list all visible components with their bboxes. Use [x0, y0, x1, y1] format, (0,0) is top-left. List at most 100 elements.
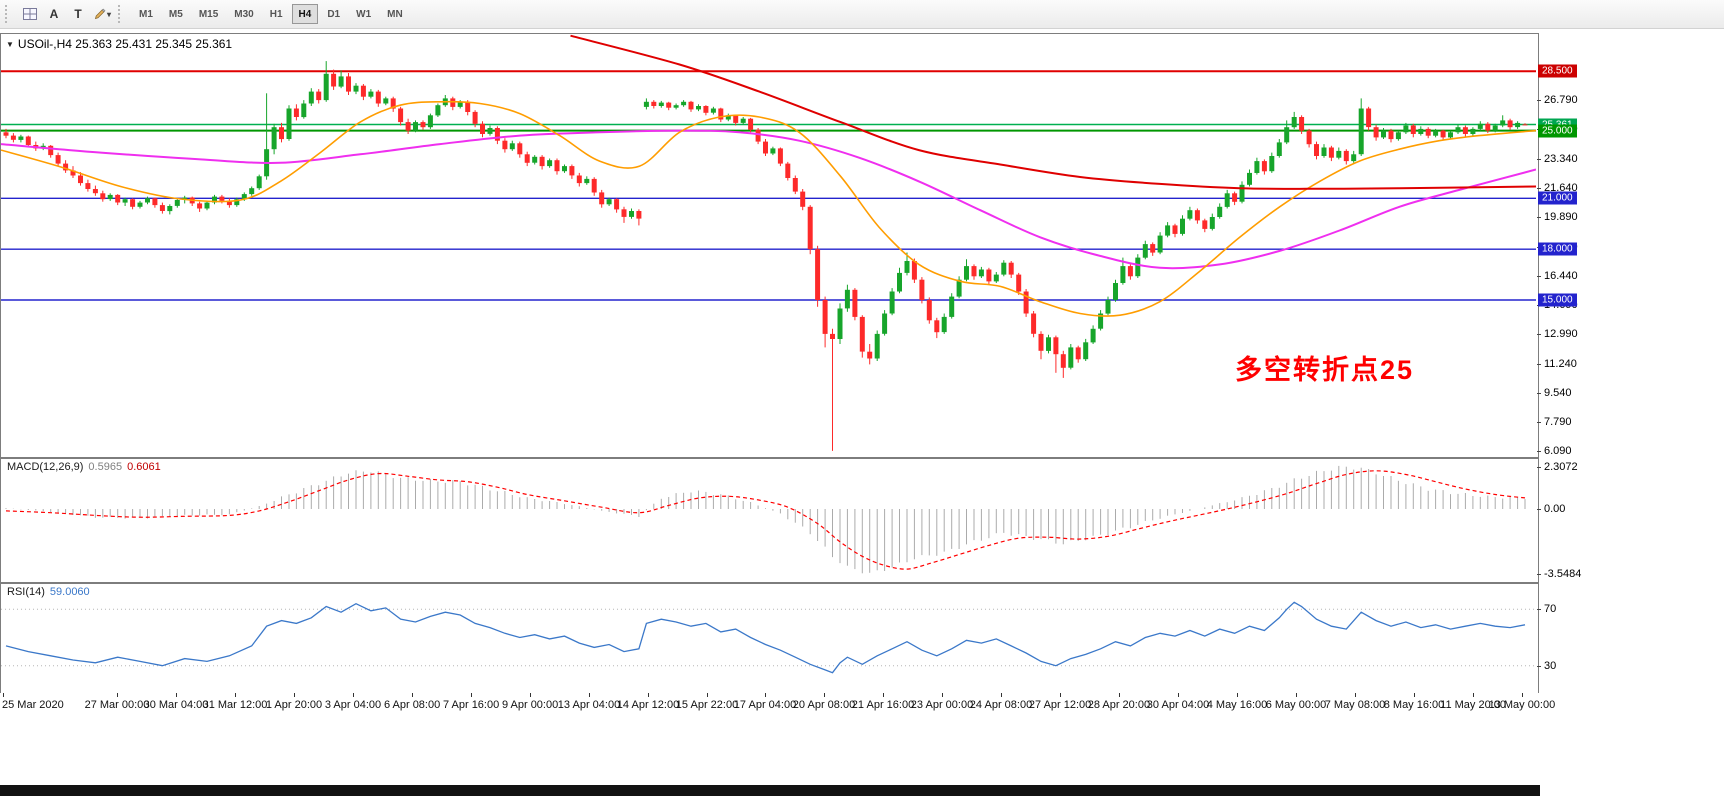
moving-average-red — [570, 34, 1536, 190]
scale-label: 30 — [1544, 659, 1557, 672]
chart-title: ▼ USOil-,H4 25.363 25.431 25.345 25.361 — [6, 37, 232, 51]
time-label: 6 May 00:00 — [1265, 699, 1327, 711]
time-tick — [1355, 693, 1356, 697]
macd-pane[interactable]: MACD(12,26,9) 0.5965 0.6061 — [0, 458, 1539, 583]
time-label: 9 Apr 00:00 — [501, 699, 559, 711]
timeframe-toolbar: M1 M5 M15 M30 H1 H4 D1 W1 MN — [131, 4, 411, 24]
macd-chart — [5, 465, 1526, 574]
macd-signal-line — [5, 470, 1526, 570]
time-label: 15 Apr 22:00 — [675, 699, 739, 711]
time-tick — [530, 693, 532, 697]
macd-histogram — [5, 465, 1526, 574]
candlestick-chart — [1, 34, 1536, 451]
time-tick — [412, 693, 414, 697]
timeframe-button-d1[interactable]: D1 — [320, 4, 347, 24]
time-tick — [765, 693, 766, 697]
toolbar-grip[interactable] — [118, 5, 126, 23]
timeframe-button-w1[interactable]: W1 — [349, 4, 378, 24]
time-tick — [589, 693, 590, 697]
toolbar: A T ▾ M1 M5 M15 M30 H1 H4 D1 W1 MN — [0, 0, 1724, 29]
timeframe-button-h4[interactable]: H4 — [291, 4, 319, 24]
timeframe-button-m5[interactable]: M5 — [162, 4, 190, 24]
rsi-pane[interactable]: RSI(14) 59.0060 — [0, 583, 1539, 694]
time-tick — [1118, 693, 1120, 697]
timeframe-button-h1[interactable]: H1 — [263, 4, 290, 24]
scale-tick — [1537, 422, 1541, 424]
time-tick — [176, 693, 177, 697]
rsi-line — [5, 601, 1526, 674]
timeframe-button-mn[interactable]: MN — [380, 4, 410, 24]
scale-label: 23.340 — [1544, 152, 1578, 165]
scale-tick — [1537, 609, 1541, 611]
bottom-strip — [0, 785, 1540, 796]
time-tick — [1237, 693, 1238, 697]
time-tick — [1473, 693, 1475, 697]
time-label: 4 May 16:00 — [1206, 699, 1268, 711]
time-label: 11 May 20:00 — [1440, 699, 1507, 711]
scale-tick — [1537, 100, 1541, 102]
scale-label: 16.440 — [1544, 269, 1578, 282]
time-label: 13 Apr 04:00 — [557, 699, 621, 711]
rsi-chart — [1, 601, 1536, 674]
pencil-icon — [94, 8, 106, 20]
time-tick — [294, 693, 295, 697]
scale-label: 21.640 — [1544, 181, 1578, 194]
scale-label: 6.090 — [1544, 444, 1572, 457]
scale-tick — [1537, 275, 1541, 277]
text-label-tool-button[interactable]: A — [42, 3, 66, 25]
timeframe-button-m30[interactable]: M30 — [227, 4, 260, 24]
time-tick — [824, 693, 825, 697]
time-tick — [1178, 693, 1179, 697]
time-label: 30 Apr 04:00 — [1146, 699, 1210, 711]
time-label: 30 Mar 04:00 — [143, 699, 209, 711]
time-tick — [471, 693, 473, 697]
time-label: 21 Apr 16:00 — [851, 699, 915, 711]
time-label: 25 Mar 2020 — [2, 699, 64, 711]
rsi-value: 59.0060 — [49, 586, 90, 598]
scale-tick — [1537, 450, 1541, 452]
time-label: 7 Apr 16:00 — [442, 699, 500, 711]
time-tick — [1060, 693, 1062, 697]
scale-label: 19.890 — [1544, 211, 1578, 224]
price-badge-28.500: 28.500 — [1538, 64, 1577, 78]
time-label: 13 May 00:00 — [1488, 699, 1556, 711]
main-chart-pane[interactable]: ▼ USOil-,H4 25.363 25.431 25.345 25.361 多… — [0, 33, 1539, 458]
scale-tick — [1537, 334, 1541, 335]
scale-label: 12.990 — [1544, 328, 1578, 340]
time-tick — [1521, 693, 1523, 697]
price-badge-18.000: 18.000 — [1538, 242, 1577, 256]
time-tick — [353, 693, 354, 697]
time-label: 27 Mar 00:00 — [84, 699, 150, 711]
scale-label: 7.790 — [1544, 416, 1572, 429]
time-label: 24 Apr 08:00 — [969, 699, 1033, 711]
scale-tick — [1537, 217, 1541, 219]
time-label: 17 Apr 04:00 — [733, 699, 797, 711]
macd-signal-value: 0.6061 — [127, 461, 161, 473]
moving-average-orange — [1, 100, 1536, 317]
rsi-scale[interactable]: 70 30 — [1537, 583, 1599, 692]
price-scale[interactable]: 26.79025.09023.34021.64019.89018.14016.4… — [1537, 33, 1599, 457]
timeframe-button-m1[interactable]: M1 — [132, 4, 160, 24]
time-tick — [3, 693, 5, 697]
chart-menu-icon[interactable]: ▼ — [6, 40, 14, 49]
time-tick — [1296, 693, 1297, 697]
chart-grid-button[interactable] — [18, 3, 42, 25]
scale-label: 26.790 — [1544, 94, 1578, 107]
drawing-tools-button[interactable]: ▾ — [90, 3, 115, 25]
rsi-name: RSI(14) — [7, 586, 45, 598]
scale-label: 11.240 — [1544, 357, 1577, 370]
text-cursor-tool-button[interactable]: T — [66, 3, 90, 25]
scale-label: 2.3072 — [1544, 461, 1578, 474]
macd-scale[interactable]: 2.3072 0.00 -3.5484 — [1537, 458, 1599, 581]
time-label: 28 Apr 20:00 — [1087, 699, 1151, 711]
time-label: 23 Apr 00:00 — [910, 699, 974, 711]
time-label: 7 May 08:00 — [1324, 699, 1386, 711]
grid-icon — [23, 8, 37, 20]
time-axis[interactable]: 25 Mar 2020 27 Mar 00:00 30 Mar 04:00 31 Ma… — [0, 693, 1599, 713]
chevron-down-icon: ▾ — [107, 9, 112, 19]
chart-ohlc: 25.363 25.431 25.345 25.361 — [75, 37, 233, 51]
scale-tick — [1537, 158, 1541, 160]
timeframe-button-m15[interactable]: M15 — [192, 4, 225, 24]
moving-average-magenta — [1, 129, 1536, 270]
toolbar-grip[interactable] — [5, 5, 13, 23]
